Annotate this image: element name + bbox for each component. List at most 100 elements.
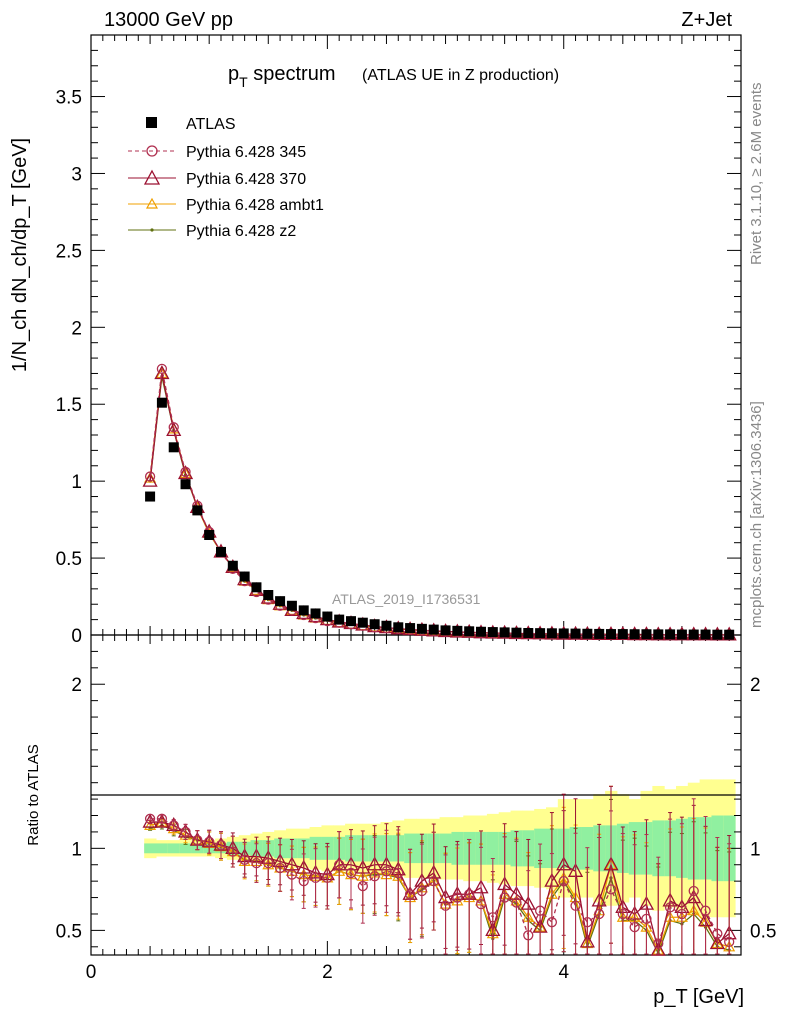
title-rest: spectrum <box>248 63 336 85</box>
data-point-circle <box>310 872 321 884</box>
band-inner <box>404 833 417 864</box>
data-point-square <box>216 546 226 557</box>
data-point-circle <box>144 471 156 482</box>
data-point-circle <box>724 936 735 948</box>
band-inner <box>179 843 192 854</box>
data-point-circle <box>570 900 581 911</box>
y-tick-label-main: 2.5 <box>56 241 82 262</box>
legend-345-marker <box>146 145 158 157</box>
header-right: Z+Jet <box>681 9 732 31</box>
data-point-circle <box>712 928 723 939</box>
data-point-triangle <box>166 422 182 437</box>
data-point-circle <box>369 871 380 882</box>
data-point-circle <box>263 857 274 869</box>
data-point-square <box>570 628 581 639</box>
legend: ATLAS Pythia 6.428 345 Pythia 6.428 370 … <box>128 116 324 240</box>
data-point-square <box>617 629 628 640</box>
data-point-circle <box>192 834 203 846</box>
data-point-circle <box>227 846 238 857</box>
data-point-circle <box>546 917 558 928</box>
data-point-circle <box>664 902 676 913</box>
data-point-circle <box>653 938 664 949</box>
data-point-square <box>334 614 345 625</box>
data-point-circle <box>475 898 487 910</box>
y-tick-label-ratio: 0.5 <box>56 921 82 942</box>
data-point-circle <box>499 892 510 903</box>
data-point-circle <box>334 859 345 870</box>
data-point-square <box>523 628 534 638</box>
data-point-circle <box>381 866 392 877</box>
data-point-square <box>180 479 191 490</box>
legend-ambt1-label: Pythia 6.428 ambt1 <box>186 197 324 214</box>
data-point-circle <box>487 912 498 923</box>
data-point-circle <box>156 363 168 374</box>
data-point-square <box>275 596 286 607</box>
data-point-square <box>676 629 687 640</box>
data-point-square <box>192 505 203 516</box>
data-point-circle <box>322 872 333 884</box>
data-point-circle <box>274 862 286 874</box>
y-tick-label-main: 3.5 <box>56 88 82 109</box>
y-tick-label-main: 3 <box>71 164 82 185</box>
data-point-circle <box>144 813 156 824</box>
mcplots-side-text: mcplots.cern.ch [arXiv:1306.3436] <box>748 401 765 628</box>
data-point-triangle <box>177 465 194 480</box>
legend-atlas-label: ATLAS <box>186 116 236 133</box>
data-point-square <box>156 397 167 408</box>
data-point-circle <box>156 813 168 824</box>
data-point-square <box>227 560 238 571</box>
data-point-square <box>700 629 711 640</box>
data-point-square <box>499 627 510 638</box>
axis-tick-labels: 0 2 400.511.522.533.50.5 0.51 12 2 <box>56 88 777 983</box>
plot-title-paren: (ATLAS UE in Z production) <box>362 67 559 84</box>
title-sub: T <box>239 74 248 90</box>
analysis-watermark: ATLAS_2019_I1736531 <box>332 591 481 607</box>
data-point-square <box>594 628 605 639</box>
data-point-circle <box>168 422 179 433</box>
y-tick-label-ratio: 2 <box>71 675 82 696</box>
data-point-square <box>641 629 652 640</box>
data-point-circle <box>534 905 546 916</box>
legend-z2-label: Pythia 6.428 z2 <box>186 223 296 240</box>
data-point-circle <box>605 884 617 895</box>
data-point-square <box>251 582 262 593</box>
data-point-square <box>145 491 156 502</box>
series-line-ratio <box>150 818 730 946</box>
data-point-square <box>346 616 356 627</box>
data-point-square <box>263 590 274 600</box>
data-point-circle <box>440 900 451 911</box>
band-inner <box>167 843 181 854</box>
data-point-circle <box>357 880 368 892</box>
data-point-square <box>535 628 546 639</box>
ratio-series <box>142 785 737 956</box>
data-point-square <box>464 626 475 637</box>
band-inner <box>486 831 500 865</box>
data-point-circle <box>239 854 250 865</box>
data-point-circle <box>452 892 463 903</box>
data-point-circle <box>464 889 475 900</box>
legend-370-label: Pythia 6.428 370 <box>186 171 306 188</box>
data-point-circle <box>298 876 309 887</box>
data-point-square <box>546 628 557 639</box>
data-point-circle <box>416 885 428 897</box>
y-tick-label-main: 0 <box>71 626 82 647</box>
legend-atlas-marker <box>146 117 157 128</box>
y-tick-label-ratio: 1 <box>71 839 82 860</box>
rivet-side-text: Rivet 3.1.10, ≥ 2.6M events <box>748 83 765 266</box>
data-point-circle <box>428 876 439 887</box>
title-p: p <box>228 63 239 85</box>
data-point-triangle <box>650 941 666 956</box>
data-point-square <box>487 627 498 638</box>
data-point-circle <box>215 839 227 851</box>
y-tick-label-ratio-right: 2 <box>750 675 761 696</box>
data-point-square <box>665 629 676 640</box>
data-point-square <box>393 622 404 633</box>
data-point-square <box>168 442 179 453</box>
y-axis-label-ratio: Ratio to ATLAS <box>25 744 42 845</box>
data-point-square <box>653 629 664 640</box>
x-tick-label: 0 <box>86 962 97 983</box>
data-point-square <box>440 625 451 636</box>
data-point-triangle <box>144 819 157 830</box>
data-point-square <box>286 600 297 611</box>
x-axis-label: p_T [GeV] <box>653 986 744 1008</box>
